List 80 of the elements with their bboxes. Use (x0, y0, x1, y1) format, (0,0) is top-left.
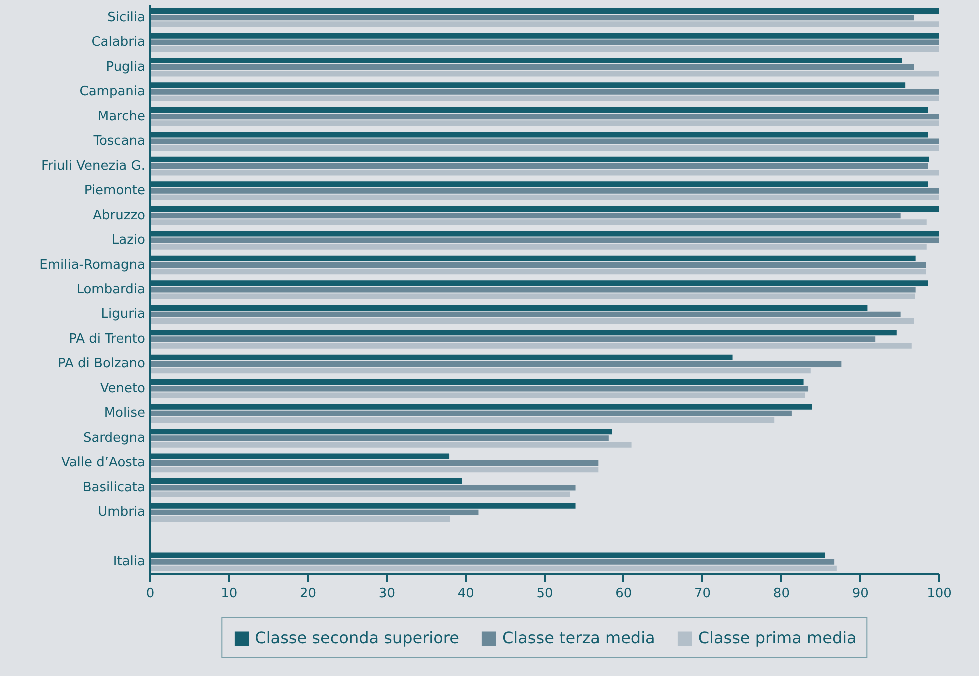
bar (150, 559, 835, 565)
y-tick-label: Marche (98, 109, 146, 124)
y-tick-label: Liguria (101, 307, 146, 322)
legend-label: Classe terza media (502, 628, 656, 648)
bar (150, 492, 570, 498)
bar (150, 312, 901, 318)
bar (150, 40, 940, 46)
x-tick-label: 90 (852, 586, 869, 602)
bar (150, 71, 940, 77)
bar (150, 566, 837, 572)
y-tick-label: Valle d’Aosta (61, 456, 146, 471)
x-tick-label: 60 (616, 586, 632, 602)
bar (150, 212, 901, 219)
bar (150, 96, 940, 102)
y-tick-label: Sardegna (83, 430, 146, 446)
bar (150, 516, 450, 522)
y-tick-label: Piemonte (84, 184, 146, 199)
bar (150, 294, 916, 300)
y-tick-label: Puglia (106, 60, 146, 75)
bar (150, 436, 609, 442)
bar (150, 336, 876, 342)
bar (150, 244, 927, 250)
bar (150, 170, 940, 176)
y-tick-label: Molise (104, 406, 146, 422)
bar (150, 22, 940, 28)
bar (150, 194, 940, 200)
x-tick-label: 0 (146, 586, 155, 602)
bar (150, 287, 916, 293)
bar (150, 64, 914, 70)
bar (150, 138, 940, 144)
bar (150, 417, 775, 424)
bar (150, 343, 912, 349)
bar (150, 466, 599, 473)
y-tick-label: Veneto (100, 381, 146, 396)
bar (150, 114, 940, 120)
bar (150, 410, 792, 416)
bar (150, 392, 806, 398)
y-tick-label: PA di Bolzano (58, 356, 146, 372)
bar (150, 89, 940, 95)
bar (150, 318, 914, 324)
bar (150, 485, 576, 491)
x-tick-label: 30 (378, 586, 396, 602)
y-tick-label: Umbria (98, 505, 146, 520)
bar (150, 460, 599, 466)
x-tick-label: 50 (536, 586, 554, 602)
bar (150, 46, 940, 52)
bar (150, 269, 926, 275)
y-tick-label: Lazio (112, 233, 146, 248)
legend-label: Classe prima media (698, 628, 857, 648)
bar (150, 120, 940, 126)
bar (150, 15, 914, 21)
x-tick-label: 70 (694, 586, 712, 602)
x-tick-label: 10 (221, 586, 238, 602)
bar (150, 368, 811, 374)
bar (150, 188, 940, 194)
y-tick-label: Calabria (92, 35, 146, 50)
bar (150, 220, 927, 226)
bar (150, 145, 940, 151)
y-tick-label: Sicilia (108, 10, 146, 26)
y-tick-label: Toscana (92, 134, 146, 150)
y-tick-label: Emilia-Romagna (40, 258, 146, 273)
y-tick-label: PA di Trento (69, 332, 146, 347)
bar (150, 361, 842, 368)
x-tick-label: 100 (927, 586, 952, 602)
y-tick-label: Lombardia (76, 282, 146, 298)
y-tick-label: Campania (80, 84, 146, 100)
bar (150, 238, 940, 244)
bar (150, 510, 479, 516)
y-tick-label: Basilicata (82, 480, 146, 496)
y-tick-label: Friuli Venezia G. (42, 158, 146, 174)
bar (150, 442, 632, 448)
bar (150, 386, 809, 392)
x-tick-label: 40 (458, 586, 474, 602)
bar (150, 262, 926, 268)
x-tick-label: 20 (300, 586, 317, 602)
y-tick-label: Italia (113, 554, 146, 570)
legend-label: Classe seconda superiore (255, 628, 460, 648)
bar (150, 164, 928, 170)
y-tick-label: Abruzzo (93, 208, 146, 224)
x-tick-label: 80 (773, 586, 790, 602)
